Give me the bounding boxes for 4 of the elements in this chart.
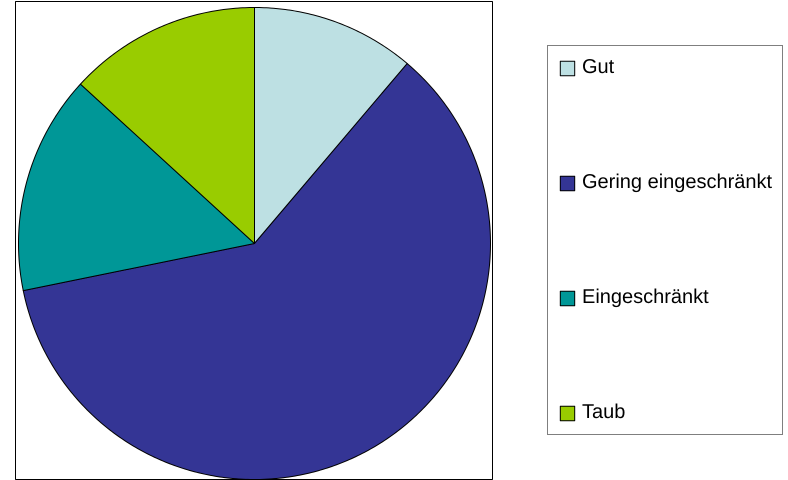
legend-label: Eingeschränkt	[582, 286, 709, 309]
legend-label: Gering eingeschränkt	[582, 171, 772, 194]
legend-label: Gut	[582, 56, 614, 79]
legend-label: Taub	[582, 401, 626, 424]
